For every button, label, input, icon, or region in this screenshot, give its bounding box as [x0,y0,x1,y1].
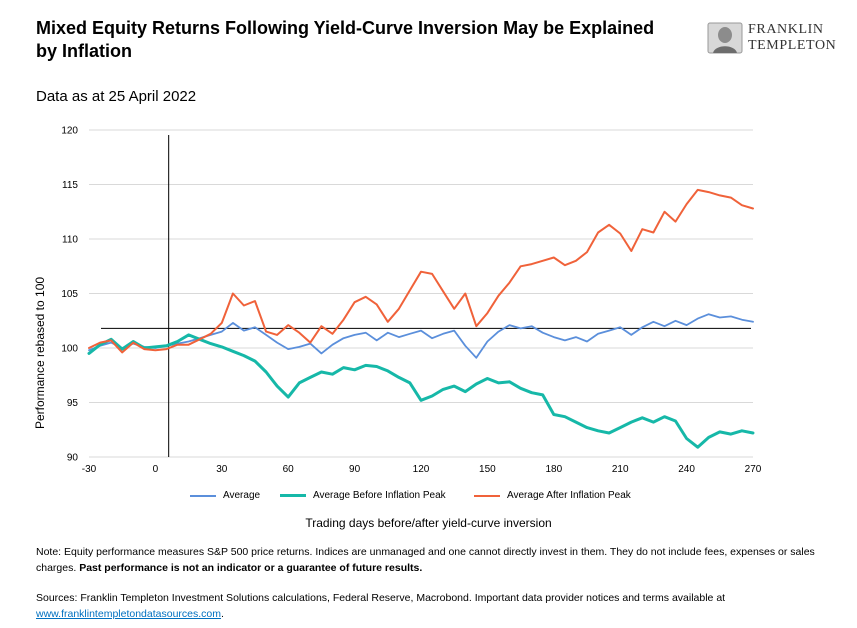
footnote-disclaimer: Past performance is not an indicator or … [79,562,423,574]
y-tick-label: 120 [61,126,78,137]
legend-label-before: Average Before Inflation Peak [313,490,446,501]
y-tick-label: 110 [62,235,78,246]
series-lines [87,188,755,449]
logo-line-1: FRANKLIN [748,22,824,37]
footnote: Note: Equity performance measures S&P 50… [36,544,826,576]
legend: Average Average Before Inflation Peak Av… [0,490,857,506]
legend-item-after: Average After Inflation Peak [474,490,631,501]
y-tick-label: 90 [67,453,79,464]
x-tick-label: 180 [545,464,562,475]
y-tick-label: 100 [61,344,78,355]
reference-lines [101,135,751,457]
legend-swatch-before [280,494,306,497]
grid-lines [89,129,753,458]
legend-swatch-average [190,494,216,497]
logo-line-2: TEMPLETON [748,38,837,53]
x-tick-label: -30 [82,464,97,475]
x-tick-label: 60 [283,464,295,475]
chart-subtitle: Data as at 25 April 2022 [36,88,197,105]
y-tick-label: 115 [62,180,78,191]
tick-labels: 90 95 100 105 110 115 120 -30 0 30 60 90 120 150 180 21… [61,126,761,476]
line-chart: 90 95 100 105 110 115 120 -30 0 30 60 90 120 150 180 21… [33,126,762,476]
portrait-icon [707,22,743,54]
x-tick-label: 0 [153,464,159,475]
x-tick-label: 30 [216,464,228,475]
y-tick-label: 95 [67,398,79,409]
x-tick-label: 270 [745,464,762,475]
x-tick-label: 210 [612,464,629,475]
series-line-after [88,188,754,354]
footnote-text: Note: Equity performance measures S&P 50… [36,546,815,574]
x-tick-label: 90 [349,464,361,475]
y-tick-label: 105 [61,289,78,300]
sources-text: Sources: Franklin Templeton Investment S… [36,592,726,604]
sources-link[interactable]: www.franklintempletondatasources.com [36,608,222,620]
chart-title: Mixed Equity Returns Following Yield-Cur… [36,18,655,61]
x-tick-label: 240 [678,464,695,475]
x-axis-label: Trading days before/after yield-curve in… [305,516,552,530]
x-tick-label: 120 [413,464,430,475]
x-tick-label: 150 [479,464,496,475]
legend-label-after: Average After Inflation Peak [507,490,631,501]
legend-label-average: Average [223,490,261,501]
sources-suffix: . [221,608,224,620]
y-axis-label: Performance rebased to 100 [33,277,47,429]
legend-item-before: Average Before Inflation Peak [280,490,446,501]
franklin-templeton-logo: FRANKLIN TEMPLETON [707,22,847,56]
legend-item-average: Average [190,490,260,501]
series-line-before [87,333,755,449]
legend-swatch-after [474,494,500,497]
sources: Sources: Franklin Templeton Investment S… [36,590,826,622]
